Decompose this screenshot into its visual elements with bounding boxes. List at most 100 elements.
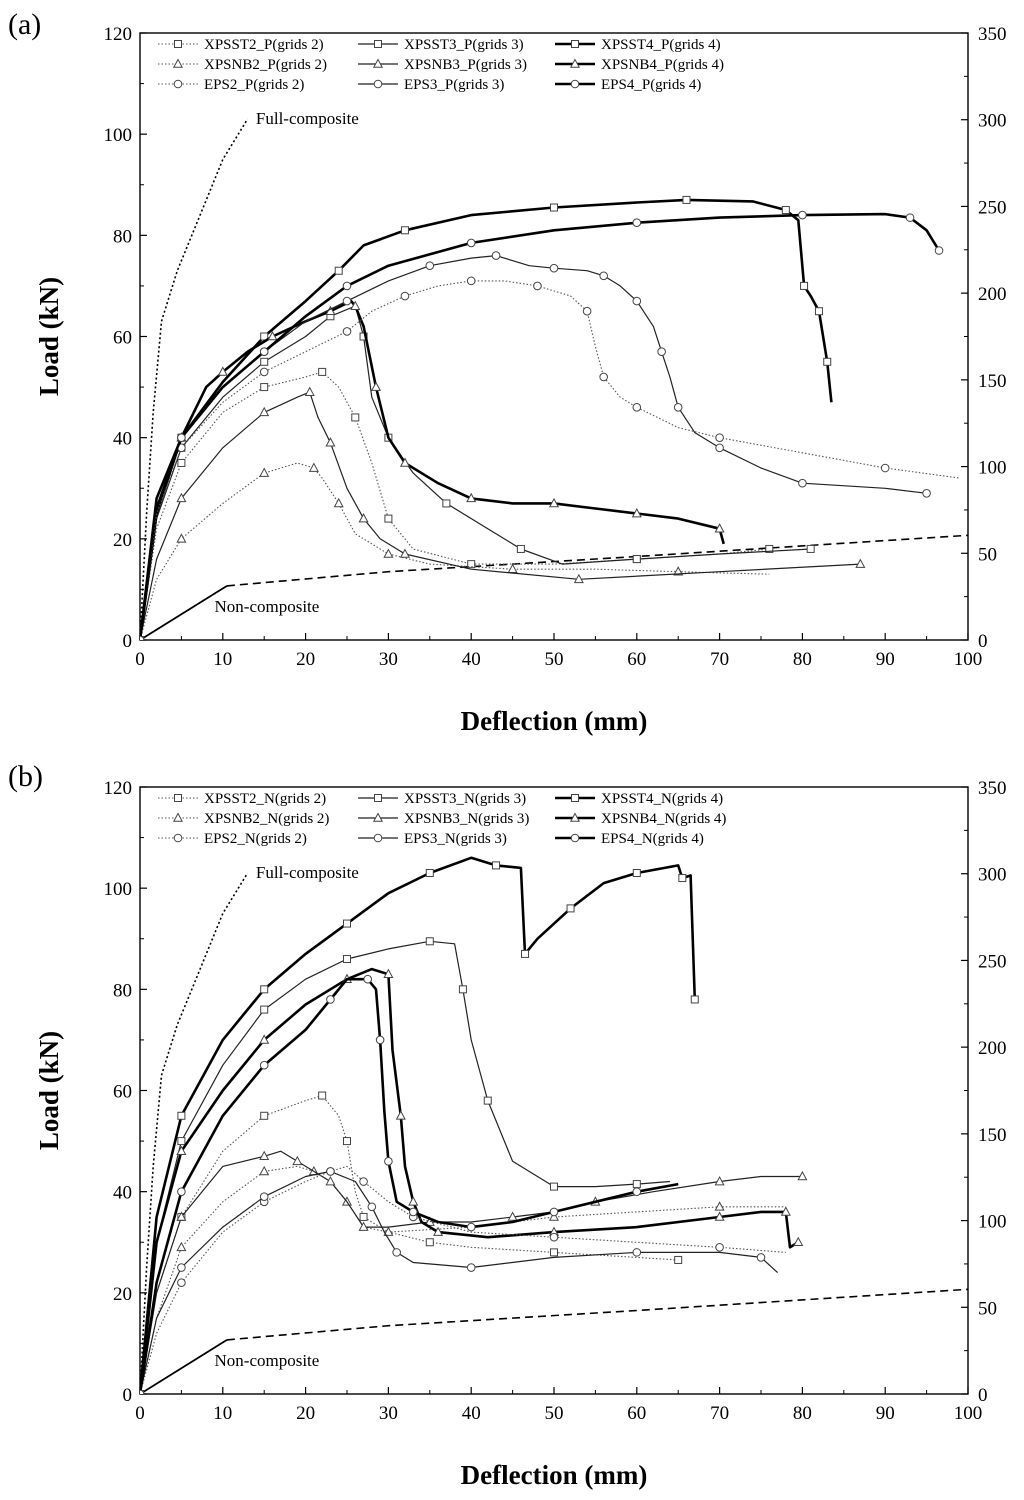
series-point-xpsst4-p xyxy=(260,332,269,341)
series-point-xpsnb3-p xyxy=(573,573,584,584)
series-point-eps3-p xyxy=(491,251,501,260)
series-point-xpsnb3-n xyxy=(507,1211,518,1221)
series-point-xpsnb4-p xyxy=(399,457,410,467)
x-tick-label: 80 xyxy=(793,1403,812,1424)
series-point-eps4-p xyxy=(632,218,642,227)
series-point-xpsst3-n xyxy=(260,1005,269,1014)
series-eps3-p xyxy=(140,251,931,640)
series-point-xpsnb3-n xyxy=(358,1221,369,1231)
y-tick-label: 80 xyxy=(113,980,132,1001)
series-point-xpsnb4-n xyxy=(433,1226,444,1236)
x-tick-label: 10 xyxy=(213,1403,232,1424)
series-point-xpsnb4-p xyxy=(217,366,228,376)
series-point-eps2-p xyxy=(715,433,724,442)
series-point-eps3-p xyxy=(798,478,807,488)
x-tick-label: 20 xyxy=(296,1403,315,1424)
series-point-xpsst4-n xyxy=(566,904,575,913)
series-point-eps3-p xyxy=(599,271,608,281)
series-point-xpsst2-n xyxy=(674,1255,683,1264)
series-point-xpsst3-n xyxy=(632,1180,641,1189)
series-point-eps3-n xyxy=(259,1192,269,1202)
series-point-eps3-n xyxy=(326,1167,335,1176)
series-point-eps2-p xyxy=(880,463,890,473)
series-xpsst3-p xyxy=(140,305,815,640)
series-point-xpsst2-n xyxy=(550,1248,558,1257)
legend-marker xyxy=(373,833,383,843)
series-point-xpsst3-n xyxy=(550,1182,558,1191)
series-point-eps2-p xyxy=(259,367,269,377)
legend-marker xyxy=(172,58,184,68)
series-point-xpsnb2-n xyxy=(176,1241,187,1252)
series-point-xpsnb2-p xyxy=(383,548,394,558)
x-tick-label: 40 xyxy=(462,649,481,670)
y2-tick-label: 0 xyxy=(978,631,988,652)
series-point-xpsnb3-n xyxy=(714,1175,725,1186)
series-point-eps4-n xyxy=(549,1207,559,1217)
series-point-xpsst3-p xyxy=(632,555,641,564)
x-tick-label: 20 xyxy=(296,649,315,670)
series-line-xpsnb4-n xyxy=(140,967,799,1394)
series-point-eps4-p xyxy=(342,281,352,291)
legend-marker xyxy=(372,812,384,822)
series-point-xpsnb2-p xyxy=(308,462,319,472)
series-point-xpsst3-n xyxy=(458,985,467,994)
legend-label: XPSST4_P(grids 4) xyxy=(601,37,721,53)
y2-tick-label: 250 xyxy=(978,197,1007,218)
legend-marker xyxy=(374,40,382,48)
y-tick-label: 60 xyxy=(113,328,132,349)
series-point-xpsst4-p xyxy=(550,203,558,212)
series-point-xpsst4-n xyxy=(690,995,699,1004)
y2-tick-label: 200 xyxy=(978,284,1007,305)
y-tick-label: 60 xyxy=(113,1082,132,1103)
legend-marker xyxy=(570,79,580,89)
non-composite-line xyxy=(140,585,228,640)
y-tick-label: 100 xyxy=(104,879,133,900)
legend-marker xyxy=(571,794,579,802)
y-axis-title: Load (kN) xyxy=(34,277,64,396)
series-point-xpsst2-p xyxy=(765,544,774,553)
series-point-xpsnb4-p xyxy=(548,497,560,508)
series-point-eps4-n xyxy=(363,974,373,984)
series-point-xpsst3-p xyxy=(442,499,451,508)
x-axis-title: Deflection (mm) xyxy=(461,1460,648,1490)
legend-label: XPSST2_P(grids 2) xyxy=(204,37,324,53)
series-line-eps2-n xyxy=(140,1165,786,1394)
series-point-xpsnb3-p xyxy=(855,558,866,568)
series-point-eps2-n xyxy=(177,1278,186,1288)
series-point-eps3-n xyxy=(632,1248,642,1257)
legend-label: XPSNB2_N(grids 2) xyxy=(204,811,329,827)
x-tick-label: 10 xyxy=(213,649,232,670)
x-tick-label: 70 xyxy=(710,649,729,670)
x-tick-label: 80 xyxy=(793,649,812,670)
annotation-full-composite: Full-composite xyxy=(256,863,359,882)
series-point-xpsst4-n xyxy=(678,874,687,883)
annotation-non-composite: Non-composite xyxy=(215,1351,320,1370)
legend-marker xyxy=(173,833,183,843)
series-point-eps4-p xyxy=(259,347,269,356)
series-eps4-n xyxy=(140,974,679,1394)
y2-tick-label: 350 xyxy=(978,778,1007,799)
series-point-eps2-n xyxy=(715,1243,724,1252)
series-point-xpsnb4-n xyxy=(383,968,394,978)
series-xpsnb2-p xyxy=(140,462,770,640)
y2-tick-label: 300 xyxy=(978,111,1007,132)
x-tick-label: 60 xyxy=(627,1403,646,1424)
series-point-eps4-p xyxy=(466,238,476,248)
legend-marker xyxy=(571,40,579,48)
y-tick-label: 80 xyxy=(113,226,132,247)
series-point-xpsnb2-p xyxy=(333,497,344,508)
series-point-xpsst3-p xyxy=(806,544,815,553)
x-tick-label: 100 xyxy=(954,1403,983,1424)
legend-label: EPS4_N(grids 4) xyxy=(601,831,704,847)
series-line-eps4-n xyxy=(140,977,679,1394)
series-point-xpsst3-n xyxy=(177,1137,186,1146)
non-composite-line xyxy=(140,1339,228,1394)
series-line-xpsst4-p xyxy=(140,198,833,640)
legend-marker xyxy=(172,812,184,822)
series-point-eps4-n xyxy=(384,1157,393,1166)
full-composite-line xyxy=(140,872,249,1394)
series-point-xpsst2-n xyxy=(425,1238,434,1247)
series-point-xpsst2-p xyxy=(384,514,393,523)
series-point-eps4-p xyxy=(905,213,915,222)
legend-marker xyxy=(570,833,580,843)
